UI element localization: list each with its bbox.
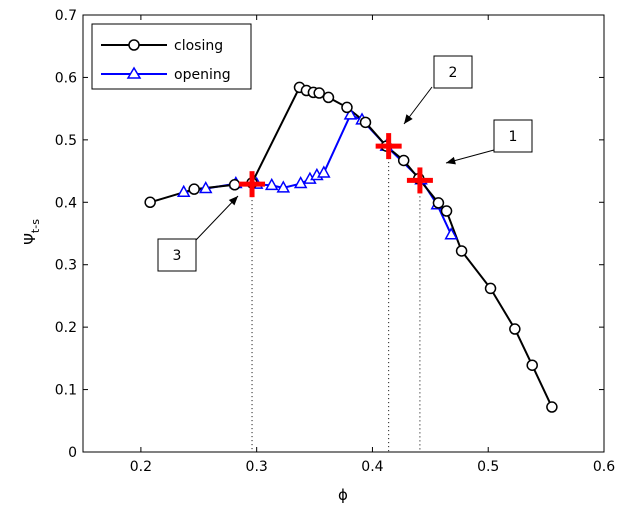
y-axis-label: Ψt-s xyxy=(21,219,42,245)
point-closing xyxy=(397,154,410,167)
point-closing xyxy=(313,87,325,99)
point-closing xyxy=(440,205,453,217)
callout-2: 2 xyxy=(403,55,473,125)
x-tick-label: 0.5 xyxy=(477,459,499,475)
x-axis-ticks: 0.2 0.3 0.4 0.5 0.6 xyxy=(130,15,615,475)
y-tick-label: 0.7 xyxy=(55,8,77,24)
callout-arrow xyxy=(195,195,239,241)
svg-text:Ψt-s: Ψt-s xyxy=(21,219,42,245)
point-closing xyxy=(228,179,241,191)
point-closing xyxy=(144,196,156,209)
x-tick-label: 0.2 xyxy=(130,459,152,475)
point-closing xyxy=(359,116,372,129)
x-tick-label: 0.4 xyxy=(361,459,383,475)
operating-point-markers xyxy=(239,133,433,198)
callout-label: 1 xyxy=(509,129,518,145)
callout-box xyxy=(433,55,473,89)
callout-arrowhead xyxy=(404,114,413,124)
point-opening xyxy=(198,180,213,194)
callout-arrowhead xyxy=(228,196,238,206)
legend-marker-closing xyxy=(128,39,140,51)
callout-label: 2 xyxy=(449,65,458,81)
legend-box xyxy=(91,23,252,90)
y-tick-label: 0.3 xyxy=(55,258,77,274)
callout-arrowhead xyxy=(446,156,456,165)
point-opening xyxy=(276,180,291,193)
y-axis-label-sub: t-s xyxy=(29,219,42,233)
point-opening xyxy=(176,184,191,198)
point-opening xyxy=(444,227,458,240)
callout-3: 3 xyxy=(157,195,239,272)
legend-label-closing: closing xyxy=(174,38,223,54)
callout-box xyxy=(493,119,533,153)
point-closing xyxy=(509,323,521,335)
y-tick-label: 0.4 xyxy=(55,195,77,211)
callout-label: 3 xyxy=(173,248,182,264)
point-closing xyxy=(526,359,538,371)
y-tick-label: 0.1 xyxy=(55,383,77,399)
y-tick-label: 0.5 xyxy=(55,133,77,149)
point-closing xyxy=(432,197,445,209)
x-tick-label: 0.3 xyxy=(246,459,268,475)
guide-lines xyxy=(251,146,421,452)
point-closing xyxy=(455,245,468,257)
y-tick-label: 0.6 xyxy=(55,70,77,86)
x-axis-label: ϕ xyxy=(338,486,348,504)
point-opening xyxy=(264,177,279,191)
annotations: 1 2 3 xyxy=(157,55,533,272)
y-tick-label: 0.2 xyxy=(55,320,77,336)
legend-label-opening: opening xyxy=(174,67,231,83)
y-axis-ticks: 0 0.1 0.2 0.3 0.4 0.5 0.6 0.7 xyxy=(55,8,604,461)
legend-marker-opening xyxy=(126,66,142,79)
callout-box xyxy=(157,238,197,272)
y-axis-label-main: Ψ xyxy=(21,233,39,245)
point-closing xyxy=(341,101,353,114)
point-closing xyxy=(484,282,497,295)
y-tick-label: 0 xyxy=(68,445,77,461)
x-tick-label: 0.6 xyxy=(593,459,615,475)
point-closing xyxy=(322,91,335,104)
point-opening xyxy=(293,176,308,189)
callout-1: 1 xyxy=(445,119,533,165)
legend: closing opening xyxy=(91,23,252,90)
point-closing xyxy=(546,401,558,413)
point-opening xyxy=(343,107,358,120)
point-opening xyxy=(317,165,331,178)
point-closing xyxy=(188,183,200,195)
